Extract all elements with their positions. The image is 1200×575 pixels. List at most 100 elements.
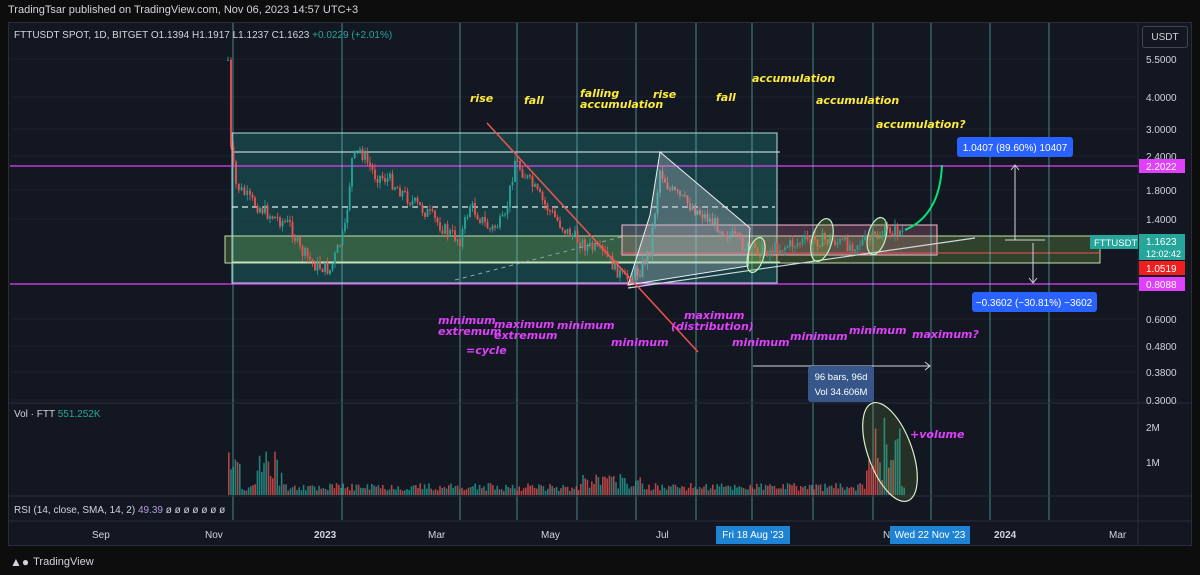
- badge-last: 1.1623: [1146, 237, 1177, 248]
- price-tick: 0.3000: [1146, 396, 1177, 407]
- volume-bar: [461, 487, 463, 495]
- volume-bar: [401, 490, 404, 495]
- volume-bar: [786, 483, 789, 495]
- candle-body: [339, 244, 341, 246]
- volume-bar: [890, 460, 892, 495]
- candle-body: [521, 169, 524, 178]
- volume-bar: [245, 490, 248, 495]
- volume-bar: [432, 490, 435, 495]
- candle-body: [716, 218, 719, 233]
- candle-body: [651, 227, 654, 257]
- candle-body: [566, 228, 569, 234]
- volume-bar: [247, 487, 250, 495]
- candle-body: [369, 162, 371, 167]
- candle-body: [381, 175, 384, 179]
- volume-bar: [879, 462, 881, 495]
- candle-body: [464, 217, 466, 229]
- candle-body: [594, 244, 596, 251]
- candle-body: [734, 231, 736, 234]
- badge-magenta-bottom-bg: [1139, 277, 1185, 291]
- volume-bar: [342, 483, 344, 495]
- candle-body: [844, 237, 846, 240]
- annot-min-ext-1: minimum: [438, 314, 496, 327]
- volume-value: 551.252K: [57, 409, 101, 420]
- volume-bar: [657, 485, 659, 495]
- price-tick: 3.0000: [1146, 125, 1177, 136]
- volume-bar: [833, 488, 835, 495]
- volume-bar: [465, 489, 468, 495]
- volume-bar: [899, 428, 901, 495]
- volume-bar: [824, 483, 826, 495]
- volume-bar: [668, 485, 670, 495]
- candle-body: [806, 235, 809, 240]
- candle-body: [434, 210, 436, 218]
- volume-bar: [379, 488, 382, 495]
- volume-bar: [373, 485, 375, 495]
- badge-red-bg: [1139, 261, 1185, 275]
- volume-label: Vol · FTT: [14, 409, 55, 420]
- candle-body: [739, 233, 741, 238]
- candle-body: [759, 255, 761, 257]
- volume-bar: [454, 486, 457, 495]
- volume-bar: [828, 486, 831, 495]
- measure-down-box: [972, 292, 1097, 312]
- candle-body: [664, 178, 666, 183]
- volume-bar: [769, 484, 771, 495]
- volume-bar: [782, 484, 784, 495]
- volume-bar: [346, 486, 349, 495]
- badge-ticker: FTTUSDT: [1094, 238, 1137, 249]
- volume-bar: [302, 484, 305, 495]
- time-tick-2023: 2023: [314, 530, 337, 541]
- candle-body: [789, 239, 791, 247]
- volume-bar: [863, 488, 866, 495]
- volume-bar: [408, 490, 410, 495]
- volume-bar: [428, 483, 430, 495]
- volume-bar: [586, 479, 589, 495]
- volume-bar: [514, 488, 516, 495]
- candle-body: [254, 197, 256, 207]
- green-projection: [904, 164, 943, 231]
- volume-bar: [553, 488, 556, 495]
- currency-button[interactable]: USDT: [1142, 26, 1188, 48]
- candle-body: [649, 251, 651, 257]
- volume-bar: [725, 486, 727, 495]
- volume-bar: [441, 488, 443, 495]
- volume-bar: [661, 484, 663, 495]
- volume-bar: [511, 484, 514, 495]
- volume-bar: [278, 485, 281, 495]
- volume-bar: [364, 488, 366, 495]
- candle-body: [784, 247, 786, 251]
- candle-body: [834, 240, 836, 245]
- volume-bar: [608, 475, 611, 495]
- vol-tick-2m: 2M: [1146, 423, 1160, 434]
- candle-body: [614, 260, 616, 270]
- volume-bar: [646, 489, 648, 495]
- tradingview-brand[interactable]: ▲● TradingView: [10, 555, 94, 569]
- volume-bar: [621, 477, 624, 495]
- volume-bar: [487, 483, 490, 495]
- candle-body: [849, 244, 851, 251]
- volume-bar: [538, 484, 540, 495]
- volume-bar: [685, 490, 688, 495]
- candle-body: [281, 221, 284, 227]
- candle-body: [691, 206, 694, 210]
- volume-bar: [866, 470, 868, 495]
- candle-body: [721, 231, 724, 236]
- annot-falling-acc: accumulation: [580, 98, 663, 111]
- candle-body: [509, 185, 511, 208]
- candle-body: [881, 235, 884, 238]
- candle-body: [353, 150, 356, 159]
- acc-ellipse-1: [746, 236, 766, 274]
- volume-bar: [558, 490, 560, 495]
- candle-body: [636, 268, 639, 276]
- volume-bar: [265, 451, 267, 495]
- candle-body: [511, 181, 514, 186]
- candle-body: [761, 243, 764, 257]
- volume-bar: [320, 488, 322, 495]
- candle-body: [576, 230, 579, 243]
- rsi-legend[interactable]: RSI (14, close, SMA, 14, 2) 49.39 ø ø ø …: [14, 505, 225, 516]
- volume-bar: [701, 488, 703, 495]
- volume-bar: [639, 477, 641, 495]
- volume-bar: [263, 462, 265, 495]
